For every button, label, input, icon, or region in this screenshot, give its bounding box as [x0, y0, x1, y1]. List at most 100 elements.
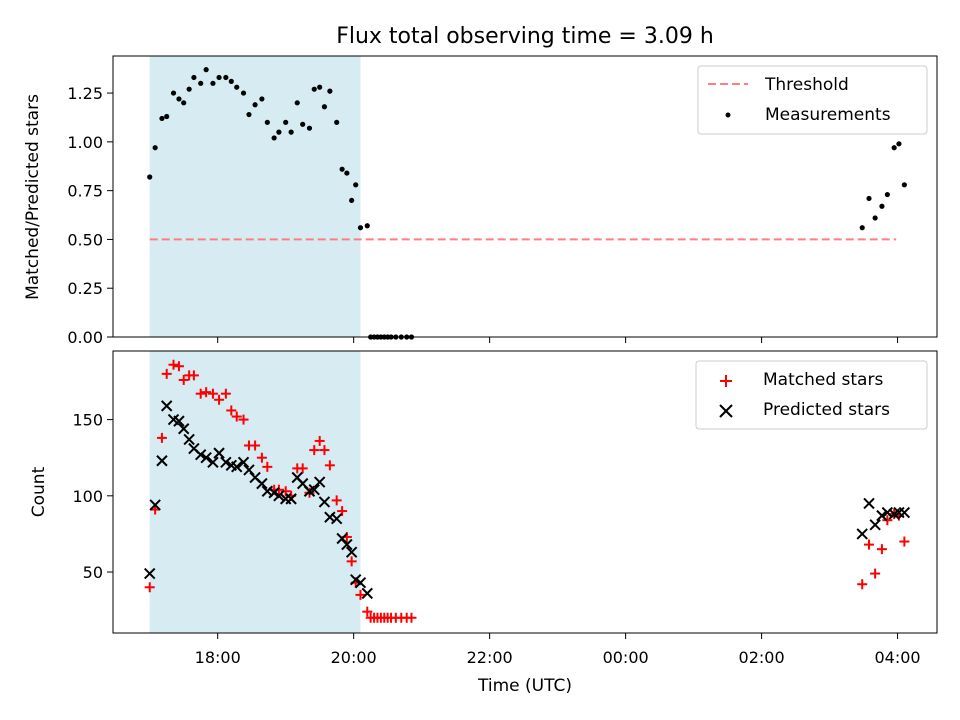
measurement-point: [264, 119, 270, 125]
measurement-point: [344, 170, 350, 176]
matched-star-point: [406, 612, 417, 623]
legend-matched-swatch: [720, 375, 732, 387]
top-legend-box: [697, 65, 928, 135]
matched-star-point: [256, 452, 267, 463]
predicted-star-point: [273, 490, 285, 502]
matched-star-point: [231, 411, 242, 422]
predicted-star-point: [220, 456, 232, 468]
predicted-star-point: [256, 477, 268, 490]
matched-star-point: [214, 394, 225, 405]
y-tick-label: 50: [83, 563, 103, 582]
measurement-point: [901, 182, 907, 188]
measurement-point: [198, 80, 204, 86]
measurement-point: [327, 88, 333, 94]
measurement-point: [240, 90, 247, 96]
measurement-points: [147, 67, 907, 340]
y-tick-label: 0.25: [67, 279, 103, 298]
measurement-point: [321, 104, 328, 110]
measurement-point: [276, 129, 282, 135]
measurement-point: [884, 191, 890, 198]
measurement-point: [259, 96, 265, 102]
bottom-legend: Matched stars Predicted stars: [695, 360, 928, 430]
matched-star-point: [207, 388, 218, 399]
predicted-star-point: [361, 587, 373, 600]
count-points: [144, 359, 911, 623]
y-tick-label: 0.50: [67, 230, 103, 249]
measurement-point: [203, 67, 209, 73]
measurement-point: [357, 225, 364, 231]
predicted-star-point: [156, 455, 168, 467]
measurement-point: [306, 125, 313, 131]
x-tick-label: 20:00: [331, 648, 377, 667]
y-tick-label: 1.25: [67, 84, 103, 103]
y-tick-label: 150: [72, 411, 103, 430]
bottom-axes-frame: [112, 350, 938, 634]
matched-star-point: [870, 568, 881, 579]
bottom-x-ticks: 18:00 20:00 22:00 00:00 02:00 04:00: [195, 633, 921, 667]
top-y-ticks: 0.00 0.25 0.50 0.75 1.00 1.25: [67, 84, 113, 347]
predicted-star-point: [149, 499, 161, 511]
predicted-star-point: [354, 576, 367, 589]
measurement-point: [294, 100, 300, 106]
predicted-star-point: [330, 512, 343, 525]
predicted-star-point: [237, 456, 250, 468]
measurement-point: [872, 215, 878, 221]
matched-star-point: [188, 370, 199, 381]
predicted-star-point: [898, 506, 911, 519]
measurement-point: [191, 74, 197, 81]
measurement-point: [181, 100, 187, 106]
measurement-point: [311, 86, 317, 92]
x-tick-label: 22:00: [467, 648, 513, 667]
predicted-star-point: [243, 464, 255, 476]
matched-star-point: [319, 445, 330, 456]
predicted-star-point: [213, 447, 225, 459]
predicted-star-point: [173, 415, 185, 427]
matched-star-point: [331, 495, 342, 506]
predicted-star-point: [308, 484, 320, 496]
measurement-point: [186, 86, 192, 92]
measurement-point: [246, 111, 252, 118]
x-tick-label: 02:00: [739, 648, 785, 667]
matched-star-point: [238, 414, 249, 425]
top-axes-frame: [112, 55, 938, 338]
predicted-star-point: [231, 461, 243, 473]
matched-star-point: [201, 387, 212, 398]
predicted-star-point: [313, 476, 326, 488]
matched-star-point: [314, 435, 325, 446]
x-tick-label: 18:00: [195, 648, 241, 667]
measurement-point: [353, 182, 359, 188]
predicted-star-point: [341, 538, 353, 551]
y-tick-label: 100: [72, 487, 103, 506]
measurement-point: [866, 195, 872, 202]
top-y-axis-label: Matched/Predicted stars: [23, 94, 43, 300]
measurement-point: [859, 225, 865, 231]
measurement-point: [283, 119, 289, 125]
measurement-point: [339, 166, 345, 172]
predicted-star-point: [876, 509, 888, 522]
measurement-point: [216, 74, 222, 81]
matched-star-point: [178, 374, 189, 385]
predicted-star-point: [318, 496, 331, 508]
matched-star-point: [876, 544, 887, 555]
matched-star-point: [882, 515, 893, 526]
measurement-point: [364, 223, 370, 229]
matched-star-point: [355, 589, 366, 600]
matched-star-point: [250, 440, 261, 451]
measurement-point: [879, 203, 885, 209]
matched-star-point: [161, 368, 172, 379]
measurement-point: [234, 84, 240, 90]
matched-star-point: [195, 388, 206, 399]
measurement-point: [210, 80, 216, 86]
measurement-point: [223, 74, 229, 81]
matched-star-point: [220, 388, 231, 399]
predicted-star-point: [856, 528, 868, 540]
measurement-point: [896, 141, 902, 147]
measurement-point: [176, 96, 182, 102]
predicted-star-point: [285, 493, 297, 505]
matched-star-point: [362, 606, 373, 617]
predicted-star-point: [194, 448, 207, 461]
legend-predicted-swatch: [719, 404, 733, 418]
matched-star-point: [173, 361, 184, 372]
measurement-point: [228, 78, 234, 84]
chart-title: Flux total observing time = 3.09 h: [336, 24, 714, 49]
